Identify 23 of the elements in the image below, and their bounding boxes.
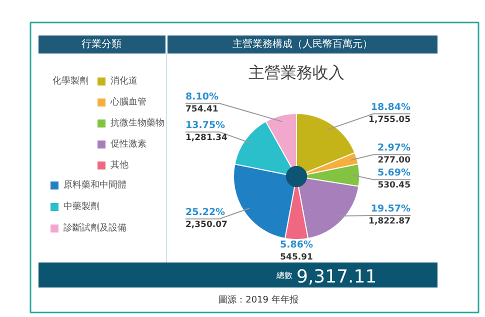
chart-title: 主營業務收入 [248,63,344,82]
legend-label: 中藥製劑 [64,201,100,212]
legend-label: 消化道 [110,76,138,86]
legend-label: 診斷試劑及設備 [64,222,126,234]
chart-subtitle: 主營業務構成（人民幣百萬元） [232,38,372,50]
text: 9,317.11 [296,266,377,288]
data-label: 8.10% 754.41 [186,91,219,114]
text: 圖源：2019 年年报 [218,294,298,306]
data-label: 5.69% 530.45 [378,168,411,191]
legend-label: 心腦血管 [110,96,146,108]
data-label: 2.97% 277.00 [378,142,411,166]
legend-label: 抗微生物藥物 [110,118,164,128]
data-label: 19.57% 1,822.87 [368,204,411,226]
data-label: 18.84% 1,755.05 [368,102,411,125]
text: 總數 [276,271,292,280]
data-label: 25.22% 2,350.07 [186,206,228,230]
data-label: 13.75% 1,281.34 [186,120,228,143]
legend-label: 促性激素 [110,138,146,150]
data-label: 5.86% 545.91 [280,240,314,262]
text: 化學製劑 [52,76,88,86]
legend-label: 原料藥和中間體 [64,180,126,190]
legend-title: 行業分類 [82,38,122,50]
legend-label: 其他 [110,160,128,170]
